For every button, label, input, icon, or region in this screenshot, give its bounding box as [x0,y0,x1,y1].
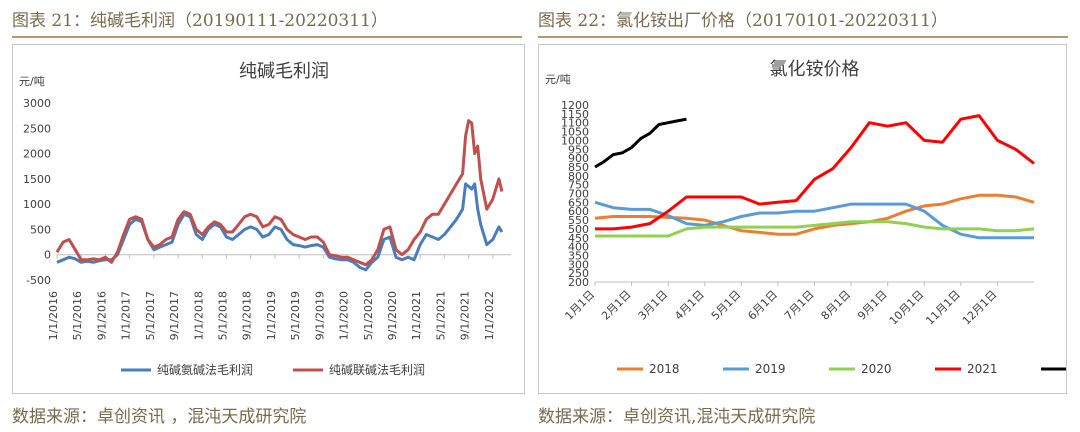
series-line-2019 [594,200,1034,240]
y-tick-label: 2000 [23,148,51,161]
y-tick-label: 250 [568,267,589,280]
y-axis-label: 元/吨 [19,75,45,88]
y-tick-label: 850 [568,161,589,174]
x-tick-label: 5/1/2016 [71,291,84,340]
legend-label-2020: 2020 [861,362,892,376]
x-tick-label: 4月1日 [672,288,707,323]
legend-label-2021: 2021 [967,362,998,376]
y-tick-label: 550 [568,214,589,227]
y-tick-label: 500 [568,223,589,236]
x-tick-label: 11月1日 [923,288,963,328]
x-tick-label: 1/1/2018 [192,291,205,340]
series-line-2021 [595,114,1035,231]
legend-label-纯碱联碱法毛利润: 纯碱联碱法毛利润 [329,363,425,377]
x-tick-label: 10月1日 [887,288,927,328]
y-tick-label: 2500 [23,122,51,135]
series-line-2018 [594,193,1035,236]
x-tick-label: 8月1日 [819,288,854,323]
x-tick-label: 1/1/2021 [410,291,423,340]
y-tick-label: 900 [568,152,589,165]
series-line-纯碱联碱法毛利润 [55,119,504,267]
y-tick-label: 0 [44,249,51,262]
legend-label-纯碱氨碱法毛利润: 纯碱氨碱法毛利润 [157,363,253,377]
x-tick-label: 6月1日 [745,288,780,323]
figure-caption-right: 图表 22：氯化铵出厂价格（20170101-20220311） [538,11,948,31]
x-tick-label: 5/1/2018 [216,291,229,340]
y-tick-label: 1500 [23,173,51,186]
chart-title: 氯化铵价格 [770,59,860,80]
x-tick-label: 12月1日 [960,288,1000,328]
x-tick-label: 5/1/2021 [434,291,447,340]
y-tick-label: 600 [568,205,589,218]
x-tick-label: 2月1日 [599,288,634,323]
caption-divider-left [12,36,522,38]
x-tick-label: 9/1/2020 [386,291,399,340]
y-tick-label: 700 [568,188,589,201]
y-tick-label: 200 [568,276,589,289]
x-tick-label: 9/1/2016 [95,291,108,340]
x-tick-label: 9/1/2021 [459,291,472,340]
x-tick-label: 1/1/2017 [120,291,133,340]
y-tick-label: 1200 [561,99,589,112]
x-tick-label: 9/1/2017 [168,291,181,340]
figure-source-left: 数据来源：卓创资讯 ，混沌天成研究院 [12,407,307,427]
figure-caption-left: 图表 21：纯碱毛利润（20190111-20220311） [12,11,388,31]
x-tick-label: 1/1/2019 [265,291,278,340]
series-line-纯碱氨碱法毛利润 [56,182,504,272]
x-tick-label: 9/1/2018 [241,291,254,340]
y-tick-label: 950 [568,143,589,156]
chart-title: 纯碱毛利润 [239,61,329,82]
x-tick-label: 5/1/2019 [289,291,302,340]
x-tick-label: 1/1/2022 [483,291,496,340]
x-tick-label: 7月1日 [782,288,817,323]
x-tick-label: 1月1日 [562,288,597,323]
x-tick-label: 5月1日 [709,288,744,323]
x-tick-label: 1/1/2016 [47,291,60,340]
y-tick-label: 750 [568,179,589,192]
y-tick-label: 1050 [561,126,589,139]
x-tick-label: 3月1日 [636,288,671,323]
y-tick-label: 500 [30,223,51,236]
chart-frame-left: 纯碱毛利润元/吨 -500 0 500 1000 1500 2000 2500 3000 1/1/… [12,44,525,394]
y-axis-label: 元/吨 [545,73,571,86]
y-tick-label: 1000 [23,198,51,211]
legend-label-2018: 2018 [649,362,680,376]
y-tick-label: 450 [568,232,589,245]
y-tick-label: 350 [568,249,589,262]
chart-frame-right: 氯化铵价格元/吨 200 250 300 350 400 450 500 550 600 650 70… [538,44,1080,394]
y-tick-label: 1100 [561,117,589,130]
y-tick-label: 300 [568,258,589,271]
x-tick-label: 9/1/2019 [313,291,326,340]
series-line-2020 [595,220,1035,238]
y-tick-label: 400 [568,241,589,254]
x-tick-label: 1/1/2020 [338,291,351,340]
series-line-2022 [594,117,687,169]
x-tick-label: 9月1日 [855,288,890,323]
legend-label-2019: 2019 [755,362,786,376]
y-tick-label: 3000 [23,97,51,110]
y-tick-label: -500 [26,274,51,287]
y-tick-label: 1000 [561,134,589,147]
figure-source-right: 数据来源：卓创资讯,混沌天成研究院 [538,407,816,427]
y-tick-label: 800 [568,170,589,183]
caption-divider-right [538,36,1068,38]
x-tick-label: 5/1/2017 [144,291,157,340]
y-tick-label: 1150 [561,108,589,121]
x-tick-label: 5/1/2020 [362,291,375,340]
y-tick-label: 650 [568,196,589,209]
